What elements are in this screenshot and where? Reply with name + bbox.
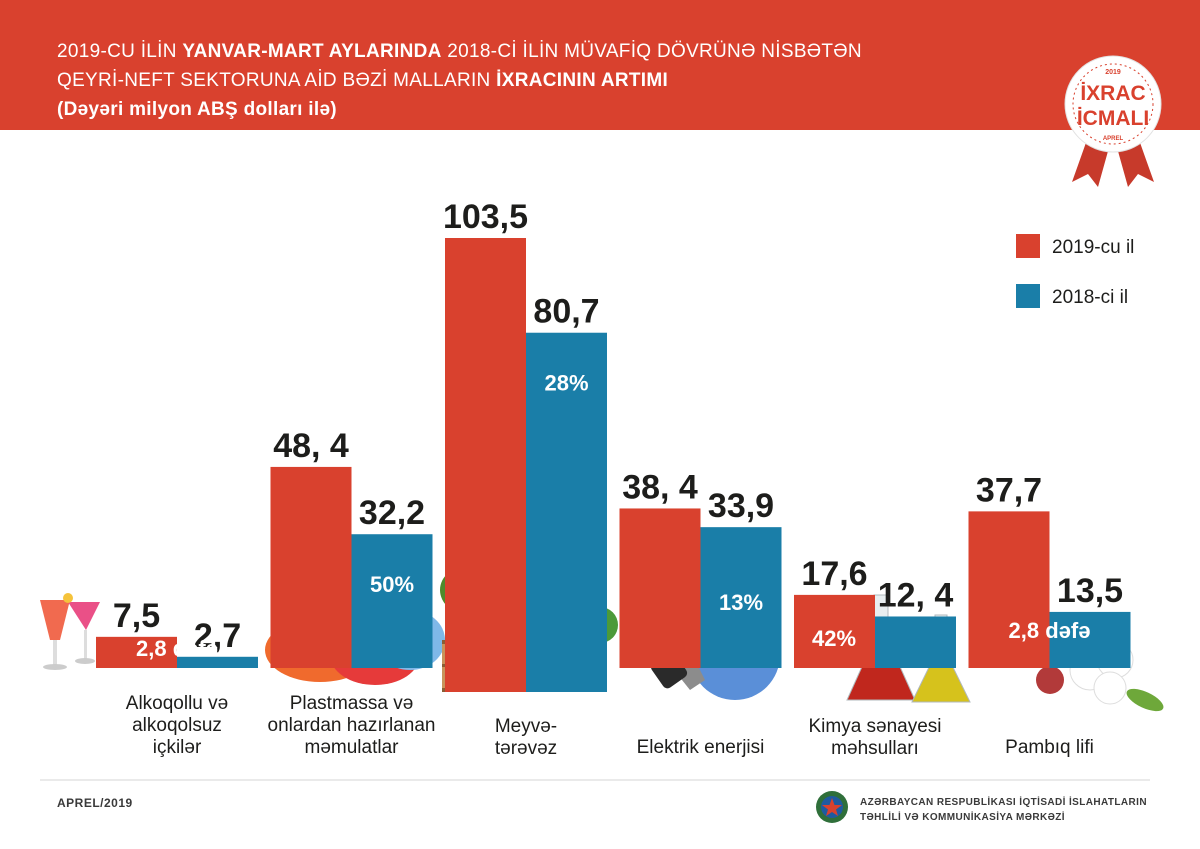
growth-label-1: 50% [370, 572, 414, 597]
category-label-5-0: Pambıq lifi [1005, 737, 1094, 758]
value-label-2018-2: 80,7 [533, 293, 599, 331]
badge-month: APREL [1103, 136, 1124, 142]
bars-layer [96, 238, 1131, 692]
category-label-3-0: Elektrik enerjisi [637, 737, 765, 758]
legend-swatch-2018 [1016, 284, 1040, 308]
legend-label-2018: 2018-ci il [1052, 287, 1128, 308]
legend-label-2019: 2019-cu il [1052, 237, 1134, 258]
value-label-2019-1: 48, 4 [273, 427, 349, 465]
category-label-2-1: tərəvəz [495, 738, 557, 759]
growth-label-2: 28% [544, 371, 588, 396]
bar-2018-2 [526, 332, 607, 692]
category-label-2-0: Meyvə- [495, 716, 557, 737]
badge-line1: İXRAC [1080, 82, 1145, 105]
value-label-2019-0: 7,5 [113, 597, 160, 635]
value-label-2018-4: 12, 4 [878, 576, 954, 614]
ixrac-icmali-badge-icon: 2019 İXRAC İCMALI APREL [1064, 55, 1162, 187]
bar-2019-5 [968, 511, 1050, 668]
header-banner: 2019-CU İLİN YANVAR-MART AYLARINDA 2018-… [0, 0, 1200, 130]
category-label-0-0: Alkoqollu və [126, 693, 228, 714]
value-label-2018-3: 33,9 [708, 487, 774, 525]
category-label-1-1: onlardan hazırlanan [268, 715, 436, 736]
footer-org-line2: TƏHLİLİ VƏ KOMMUNİKASİYA MƏRKƏZİ [860, 812, 1065, 823]
category-label-1-2: məmulatlar [305, 737, 400, 758]
footer-date: APREL/2019 [57, 796, 133, 810]
category-label-0-2: içkilər [153, 737, 202, 758]
growth-label-0: 2,8 dəfə [136, 636, 218, 661]
category-label-4-0: Kimya sənayesi [808, 716, 941, 737]
emblem-icon [816, 791, 848, 823]
footer-org-line1: AZƏRBAYCAN RESPUBLİKASI İQTİSADİ İSLAHAT… [860, 797, 1147, 808]
footer-organization: AZƏRBAYCAN RESPUBLİKASI İQTİSADİ İSLAHAT… [860, 795, 1147, 825]
bar-2019-1 [270, 466, 352, 668]
growth-label-5: 2,8 dəfə [1009, 618, 1091, 643]
subtitle: (Dəyəri milyon ABŞ dolları ilə) [57, 99, 337, 120]
bar-2019-2 [445, 238, 526, 692]
value-label-2019-3: 38, 4 [622, 468, 698, 506]
growth-label-4: 42% [812, 626, 856, 651]
growth-label-3: 13% [719, 590, 763, 615]
value-label-2019-5: 37,7 [976, 471, 1042, 509]
category-label-1-0: Plastmassa və [290, 693, 414, 714]
bar-2018-4 [875, 616, 956, 668]
value-label-2018-0: 2,7 [194, 617, 241, 655]
bar-2018-0 [177, 656, 258, 668]
bar-2018-5 [1049, 611, 1131, 668]
category-label-4-1: məhsulları [831, 738, 919, 759]
value-label-2018-1: 32,2 [359, 494, 425, 532]
cocktail-icon [40, 593, 100, 670]
bar-2019-3 [619, 508, 701, 668]
bar-2018-1 [351, 534, 433, 668]
value-label-2018-5: 13,5 [1057, 572, 1123, 610]
bar-2018-3 [700, 527, 782, 668]
bar-2019-0 [96, 636, 177, 668]
title-line-1: 2019-CU İLİN YANVAR-MART AYLARINDA 2018-… [57, 41, 862, 62]
badge-line2: İCMALI [1077, 107, 1149, 130]
category-label-0-1: alkoqolsuz [132, 715, 222, 736]
value-label-2019-4: 17,6 [801, 555, 867, 593]
badge-year: 2019 [1105, 69, 1121, 76]
bar-2019-4 [794, 594, 875, 668]
title-line-2: QEYRİ-NEFT SEKTORUNA AİD BƏZİ MALLARIN İ… [57, 70, 669, 91]
legend: 2019-cu il 2018-ci il [1016, 234, 1134, 308]
legend-swatch-2019 [1016, 234, 1040, 258]
value-label-2019-2: 103,5 [443, 198, 528, 236]
